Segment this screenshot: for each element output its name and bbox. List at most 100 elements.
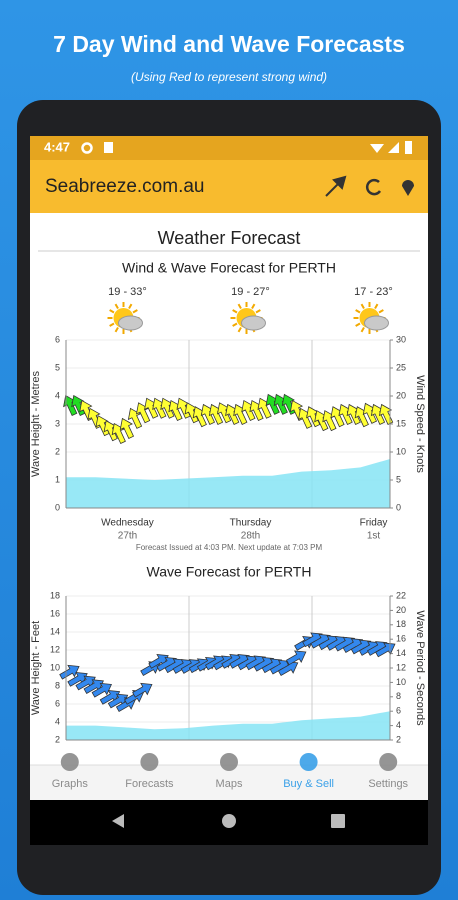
y-tick-label: 4 — [55, 716, 60, 726]
y2-tick-label: 18 — [396, 619, 406, 629]
battery-icon — [405, 141, 412, 154]
chart-title: Wave Forecast for PERTH — [147, 564, 312, 580]
sun-ray — [360, 303, 365, 309]
recents-button[interactable] — [331, 814, 345, 828]
sun-ray — [132, 309, 138, 314]
nav-items: Graphs Forecasts Maps Buy & Sell Settings — [52, 753, 409, 790]
wave-area — [66, 711, 390, 740]
y2-tick-label: 6 — [396, 706, 401, 716]
app-title: Seabreeze.com.au — [45, 176, 205, 197]
day-label: Friday — [360, 518, 388, 529]
y2-axis-label: Wave Period - Seconds — [414, 610, 426, 726]
y-tick-label: 6 — [55, 698, 60, 708]
y-tick-label: 0 — [55, 502, 60, 512]
nav-label[interactable]: Graphs — [52, 778, 89, 790]
sun-ray — [114, 327, 119, 333]
y-tick-label: 18 — [50, 590, 60, 600]
direction-arrow — [286, 650, 307, 666]
temp-label: 19 - 33° — [108, 286, 147, 298]
y2-tick-label: 10 — [396, 446, 406, 456]
y2-tick-label: 4 — [396, 720, 401, 730]
y2-tick-label: 25 — [396, 362, 406, 372]
sun-ray — [232, 322, 238, 327]
y2-tick-label: 22 — [396, 590, 406, 600]
temp-label: 17 - 23° — [354, 286, 393, 298]
chart-title: Wind & Wave Forecast for PERTH — [122, 260, 336, 276]
status-time: 4:47 — [44, 139, 70, 154]
y2-tick-label: 20 — [396, 605, 406, 615]
nav-icon — [60, 753, 79, 771]
y2-tick-label: 8 — [396, 691, 401, 701]
sun-ray — [255, 309, 261, 314]
sun-ray — [360, 327, 365, 333]
nav-label[interactable]: Settings — [368, 778, 408, 790]
nav-icon — [299, 753, 318, 771]
nav-icon — [379, 753, 398, 771]
y-tick-label: 1 — [55, 474, 60, 484]
sun-ray — [378, 309, 384, 314]
refresh-button[interactable] — [365, 178, 382, 196]
sun-ray — [355, 322, 361, 327]
y-tick-label: 4 — [55, 390, 60, 400]
sun-ray — [251, 303, 256, 309]
y2-tick-label: 5 — [396, 474, 401, 484]
wifi-icon — [370, 144, 384, 153]
page-title: Weather Forecast — [158, 228, 301, 248]
nav-label[interactable]: Forecasts — [125, 778, 174, 790]
day-label: Thursday — [230, 518, 272, 529]
issued-note: Forecast Issued at 4:03 PM. Next update … — [136, 543, 323, 552]
direction-arrow — [277, 661, 299, 676]
sun-ray — [232, 309, 238, 314]
cloud — [364, 315, 389, 331]
y2-axis-label: Wind Speed - Knots — [414, 375, 426, 473]
sun-ray — [128, 303, 133, 309]
back-button[interactable] — [112, 814, 124, 828]
headline: 7 Day Wind and Wave Forecasts — [53, 31, 405, 57]
y2-tick-label: 10 — [396, 677, 406, 687]
y2-tick-label: 15 — [396, 418, 406, 428]
home-button[interactable] — [222, 814, 236, 828]
y-tick-label: 3 — [55, 418, 60, 428]
y-tick-label: 12 — [50, 644, 60, 654]
direction-arrow — [59, 664, 80, 680]
y2-tick-label: 12 — [396, 662, 406, 672]
y2-tick-label: 30 — [396, 334, 406, 344]
nav-label[interactable]: Maps — [216, 778, 243, 790]
direction-arrow — [91, 682, 113, 698]
date-label: 28th — [241, 531, 260, 542]
date-label: 27th — [118, 531, 137, 542]
nav-label[interactable]: Buy & Sell — [283, 778, 334, 790]
sd-status-icon — [104, 142, 113, 153]
sun-ray — [374, 303, 379, 309]
y2-tick-label: 20 — [396, 390, 406, 400]
settings-status-icon — [81, 142, 93, 154]
sun-ray — [237, 303, 242, 309]
app-bar — [30, 160, 428, 213]
y2-tick-label: 0 — [396, 502, 401, 512]
y2-tick-label: 14 — [396, 648, 406, 658]
y-tick-label: 8 — [55, 680, 60, 690]
y-axis-label: Wave Height - Metres — [30, 371, 42, 477]
y-axis-label: Wave Height - Feet — [30, 621, 42, 715]
y2-tick-label: 16 — [396, 634, 406, 644]
nav-icon — [140, 753, 159, 771]
nav-icon — [220, 753, 238, 771]
y-tick-label: 14 — [50, 626, 60, 636]
direction-arrow — [132, 682, 153, 698]
cloud — [241, 315, 266, 331]
pin-button[interactable] — [402, 180, 414, 196]
sun-ray — [109, 309, 115, 314]
sun-ray — [355, 309, 361, 314]
cloud — [118, 315, 143, 331]
signal-icon — [388, 142, 399, 153]
sun-ray — [109, 322, 115, 327]
subheadline: (Using Red to represent strong wind) — [131, 70, 327, 84]
sun-ray — [237, 327, 242, 333]
y-tick-label: 6 — [55, 334, 60, 344]
y-tick-label: 10 — [50, 662, 60, 672]
content: Wind & Wave Forecast for PERTH0123456051… — [30, 260, 426, 745]
direction-arrow — [119, 417, 135, 439]
location-arrow-button[interactable] — [325, 175, 347, 197]
day-label: Wednesday — [101, 518, 154, 529]
